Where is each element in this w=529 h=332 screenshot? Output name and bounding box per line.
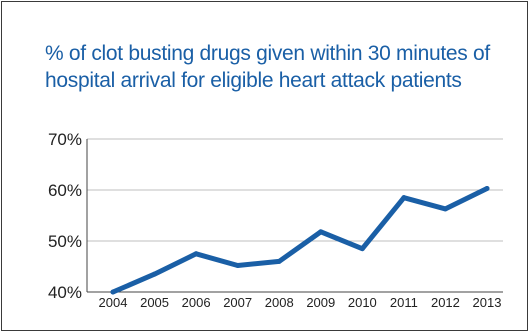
data-point bbox=[193, 251, 199, 257]
gridlines bbox=[87, 138, 503, 242]
data-point bbox=[318, 229, 324, 235]
y-tick-label: 40% bbox=[48, 283, 82, 302]
x-tick-label: 2008 bbox=[265, 295, 294, 310]
x-tick-label: 2005 bbox=[140, 295, 169, 310]
x-tick-label: 2012 bbox=[431, 295, 460, 310]
data-point bbox=[359, 246, 365, 252]
x-tick-label: 2013 bbox=[473, 295, 502, 310]
chart-title: % of clot busting drugs given within 30 … bbox=[45, 40, 515, 94]
data-point bbox=[235, 262, 241, 268]
x-tick-label: 2009 bbox=[306, 295, 335, 310]
series-line bbox=[110, 186, 490, 295]
y-tick-label: 70% bbox=[48, 130, 82, 149]
data-point bbox=[442, 206, 448, 212]
x-tick-label: 2004 bbox=[99, 295, 128, 310]
y-tick-labels: 40% 50% 60% 70% bbox=[48, 130, 82, 302]
series-layer bbox=[110, 185, 490, 295]
chart-title-line-2: hospital arrival for eligible heart atta… bbox=[45, 69, 462, 92]
chart-title-line-1: % of clot busting drugs given within 30 … bbox=[45, 42, 490, 65]
data-point bbox=[484, 185, 490, 191]
y-tick-label: 60% bbox=[48, 181, 82, 200]
x-tick-label: 2011 bbox=[390, 295, 418, 310]
x-tick-label: 2007 bbox=[223, 295, 252, 310]
x-tick-label: 2006 bbox=[182, 295, 211, 310]
data-point bbox=[110, 289, 116, 295]
data-point bbox=[276, 258, 282, 264]
axes bbox=[86, 139, 503, 293]
data-point bbox=[152, 271, 158, 277]
data-point bbox=[401, 195, 407, 201]
x-tick-labels: 2004 2005 2006 2007 2008 2009 2010 2011 2012 2013 bbox=[99, 295, 502, 310]
y-tick-label: 50% bbox=[48, 232, 82, 251]
x-tick-label: 2010 bbox=[348, 295, 377, 310]
